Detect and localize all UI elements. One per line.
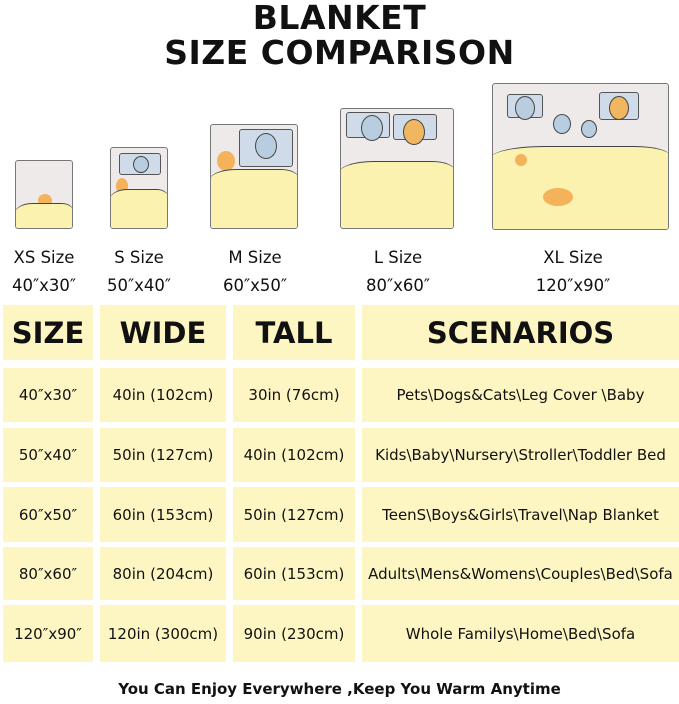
footer-slogan: You Can Enjoy Everywhere ,Keep You Warm …	[118, 680, 561, 698]
blanket-shape	[111, 189, 167, 228]
cell-size: 60″x50″	[3, 487, 93, 542]
title-line-2: SIZE COMPARISON	[164, 33, 515, 72]
xs-blanket-illustration	[15, 160, 73, 229]
cell-wide: 50in (127cm)	[100, 428, 226, 482]
person-icon	[403, 119, 425, 145]
person-icon	[255, 133, 277, 159]
header-tall: TALL	[233, 305, 355, 360]
xl-blanket-illustration	[492, 83, 669, 230]
cell-size: 80″x60″	[3, 547, 93, 600]
cell-tall: 30in (76cm)	[233, 368, 355, 422]
blanket-shape	[16, 203, 72, 228]
header-wide: WIDE	[100, 305, 226, 360]
person-icon	[361, 115, 383, 141]
cat-icon	[217, 151, 235, 171]
blanket-shape	[341, 161, 453, 228]
dog-icon	[543, 188, 573, 206]
cell-size: 50″x40″	[3, 428, 93, 482]
cell-tall: 50in (127cm)	[233, 487, 355, 542]
cell-size: 120″x90″	[3, 605, 93, 662]
cell-wide: 60in (153cm)	[100, 487, 226, 542]
cat-icon	[515, 154, 527, 166]
cell-scenarios: Whole Familys\Home\Bed\Sofa	[362, 605, 679, 662]
person-icon	[133, 156, 149, 173]
cell-tall: 60in (153cm)	[233, 547, 355, 600]
header-scenarios: SCENARIOS	[362, 305, 679, 360]
cell-wide: 120in (300cm)	[100, 605, 226, 662]
size-label-xs: XS Size 40″x30″	[11, 248, 77, 295]
cell-scenarios: Pets\Dogs&Cats\Leg Cover \Baby	[362, 368, 679, 422]
header-size: SIZE	[3, 305, 93, 360]
person-icon	[553, 114, 571, 134]
cell-wide: 40in (102cm)	[100, 368, 226, 422]
s-blanket-illustration	[110, 147, 168, 229]
size-label-m: M Size 60″x50″	[222, 248, 288, 295]
cell-wide: 80in (204cm)	[100, 547, 226, 600]
cell-size: 40″x30″	[3, 368, 93, 422]
cell-scenarios: Kids\Baby\Nursery\Stroller\Toddler Bed	[362, 428, 679, 482]
size-label-xl: XL Size 120″x90″	[535, 248, 611, 295]
size-label-s: S Size 50″x40″	[106, 248, 172, 295]
cell-scenarios: Adults\Mens&Womens\Couples\Bed\Sofa	[362, 547, 679, 600]
blanket-shape	[211, 169, 297, 228]
size-label-l: L Size 80″x60″	[365, 248, 431, 295]
cell-tall: 90in (230cm)	[233, 605, 355, 662]
person-icon	[515, 96, 535, 120]
title-line-1: BLANKET	[252, 0, 427, 37]
m-blanket-illustration	[210, 124, 298, 229]
l-blanket-illustration	[340, 108, 454, 229]
person-icon	[581, 120, 597, 138]
person-icon	[609, 96, 629, 120]
cell-scenarios: TeenS\Boys&Girls\Travel\Nap Blanket	[362, 487, 679, 542]
cell-tall: 40in (102cm)	[233, 428, 355, 482]
